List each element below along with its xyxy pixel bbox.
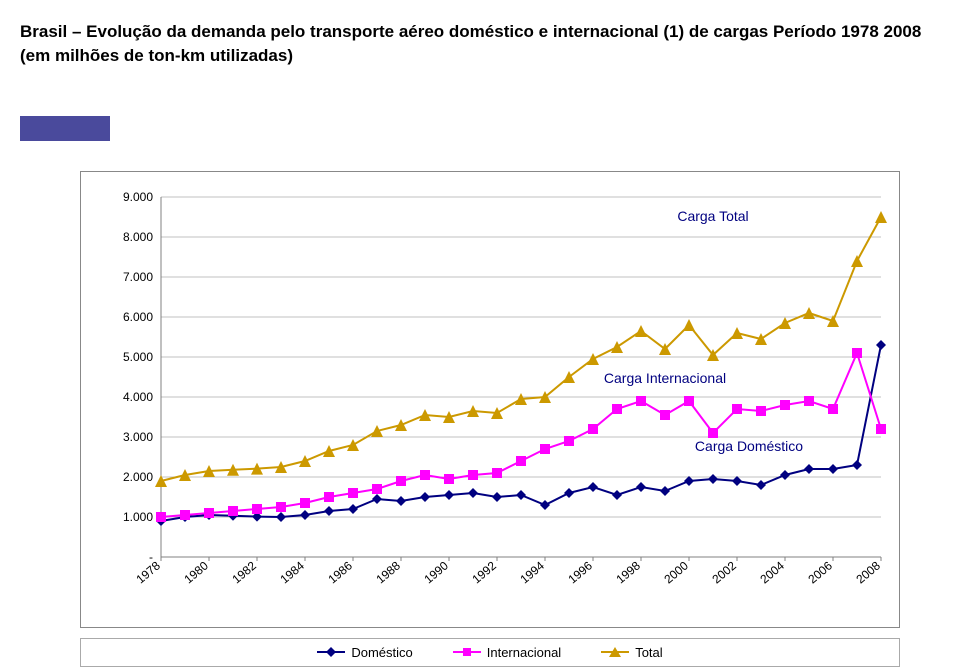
- svg-text:1.000: 1.000: [123, 510, 153, 524]
- svg-text:1988: 1988: [373, 558, 403, 586]
- chart-title: Brasil – Evolução da demanda pelo transp…: [20, 20, 940, 68]
- svg-text:1992: 1992: [469, 558, 499, 586]
- svg-text:Carga Internacional: Carga Internacional: [604, 370, 726, 386]
- svg-text:Carga Total: Carga Total: [677, 208, 748, 224]
- accent-bar: [20, 116, 110, 141]
- legend-marker-total: [601, 651, 629, 653]
- svg-text:2008: 2008: [853, 558, 883, 586]
- svg-text:2004: 2004: [757, 558, 787, 586]
- svg-text:1994: 1994: [517, 558, 547, 586]
- svg-text:1982: 1982: [229, 558, 259, 586]
- svg-text:2000: 2000: [661, 558, 691, 586]
- chart-legend: Doméstico Internacional Total: [80, 638, 900, 667]
- svg-text:1980: 1980: [181, 558, 211, 586]
- svg-text:1996: 1996: [565, 558, 595, 586]
- svg-text:6.000: 6.000: [123, 310, 153, 324]
- svg-text:9.000: 9.000: [123, 190, 153, 204]
- svg-text:2.000: 2.000: [123, 470, 153, 484]
- svg-text:2002: 2002: [709, 558, 739, 586]
- svg-text:1978: 1978: [133, 558, 163, 586]
- legend-item-total: Total: [601, 645, 662, 660]
- legend-marker-internacional: [453, 651, 481, 653]
- legend-label-domestico: Doméstico: [351, 645, 412, 660]
- legend-label-internacional: Internacional: [487, 645, 561, 660]
- chart-header: Brasil – Evolução da demanda pelo transp…: [20, 20, 940, 141]
- svg-text:1990: 1990: [421, 558, 451, 586]
- svg-text:3.000: 3.000: [123, 430, 153, 444]
- svg-text:4.000: 4.000: [123, 390, 153, 404]
- line-chart: -1.0002.0003.0004.0005.0006.0007.0008.00…: [101, 187, 901, 617]
- svg-text:7.000: 7.000: [123, 270, 153, 284]
- svg-text:1998: 1998: [613, 558, 643, 586]
- svg-text:2006: 2006: [805, 558, 835, 586]
- svg-text:8.000: 8.000: [123, 230, 153, 244]
- legend-label-total: Total: [635, 645, 662, 660]
- svg-text:Carga Doméstico: Carga Doméstico: [695, 438, 803, 454]
- legend-marker-domestico: [317, 651, 345, 653]
- chart-container: -1.0002.0003.0004.0005.0006.0007.0008.00…: [80, 171, 900, 628]
- svg-text:5.000: 5.000: [123, 350, 153, 364]
- svg-text:1984: 1984: [277, 558, 307, 586]
- svg-text:1986: 1986: [325, 558, 355, 586]
- legend-item-domestico: Doméstico: [317, 645, 412, 660]
- legend-item-internacional: Internacional: [453, 645, 561, 660]
